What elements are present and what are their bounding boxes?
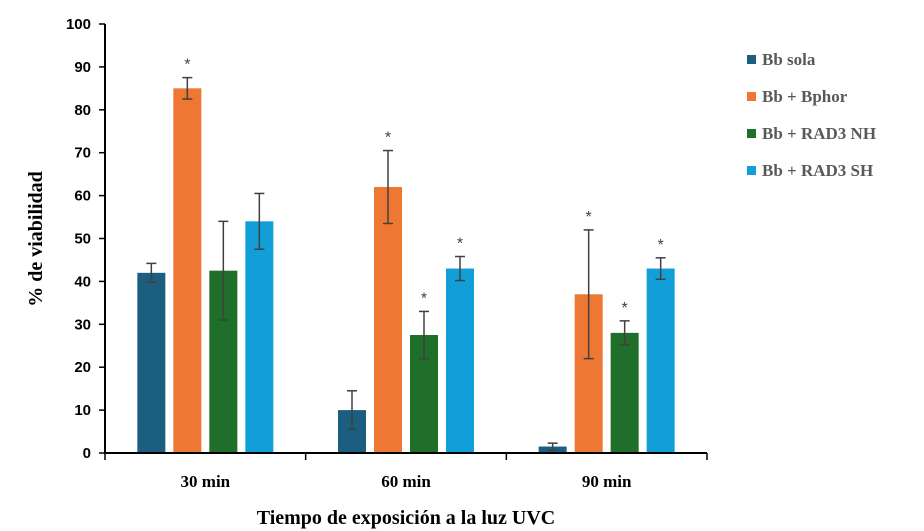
bar xyxy=(646,268,675,453)
y-axis: 0 10 20 30 40 50 60 70 80 90 100 xyxy=(66,16,106,462)
y-tick-label: 50 xyxy=(74,231,91,248)
x-axis-title: Tiempo de exposición a la luz UVC xyxy=(257,507,556,529)
plot-area: * * * * * * * xyxy=(137,57,675,453)
x-tick-label: 30 min xyxy=(181,472,231,491)
legend-swatch xyxy=(747,129,756,138)
y-tick-label: 40 xyxy=(74,273,91,290)
legend-label: Bb sola xyxy=(762,50,816,69)
y-tick-label: 20 xyxy=(74,359,91,376)
significance-mark: * xyxy=(421,290,427,307)
y-axis-title: % de viabilidad xyxy=(25,171,47,307)
y-tick-label: 0 xyxy=(83,445,91,462)
significance-mark: * xyxy=(385,130,391,147)
x-axis: 30 min 60 min 90 min xyxy=(104,452,708,491)
bar xyxy=(173,88,202,453)
y-tick-label: 80 xyxy=(74,102,91,119)
significance-mark: * xyxy=(457,236,463,253)
legend-label: Bb + RAD3 SH xyxy=(762,161,873,180)
y-tick-label: 90 xyxy=(74,59,91,76)
y-tick-label: 10 xyxy=(74,402,91,419)
y-tick-label: 100 xyxy=(66,16,91,33)
legend: Bb sola Bb + Bphor Bb + RAD3 NH Bb + RAD3 S… xyxy=(747,50,876,180)
legend-swatch xyxy=(747,55,756,64)
legend-label: Bb + Bphor xyxy=(762,87,848,106)
bar xyxy=(446,268,474,453)
significance-mark: * xyxy=(622,300,628,317)
bar xyxy=(245,221,274,453)
significance-mark: * xyxy=(184,57,190,74)
x-tick-label: 60 min xyxy=(381,472,431,491)
y-tick-label: 60 xyxy=(74,188,91,205)
legend-swatch xyxy=(747,92,756,101)
legend-label: Bb + RAD3 NH xyxy=(762,124,876,143)
bar xyxy=(137,272,166,453)
significance-mark: * xyxy=(658,237,664,254)
bar xyxy=(374,187,402,453)
y-tick-label: 30 xyxy=(74,316,91,333)
legend-swatch xyxy=(747,166,756,175)
significance-mark: * xyxy=(586,209,592,226)
bar xyxy=(610,332,639,453)
y-tick-label: 70 xyxy=(74,145,91,162)
x-tick-label: 90 min xyxy=(582,472,632,491)
